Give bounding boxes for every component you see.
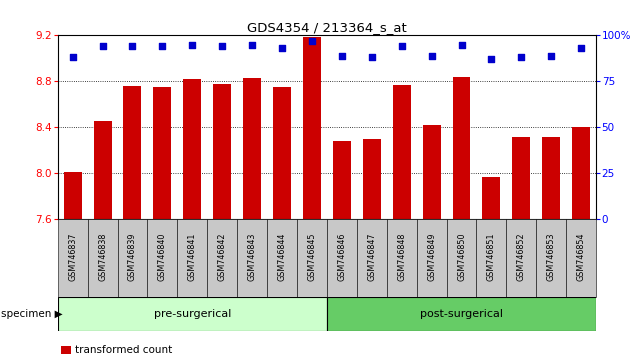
Bar [327, 297, 596, 331]
Bar [94, 120, 112, 219]
Bar [542, 137, 560, 219]
Bar [178, 219, 207, 297]
Point [487, 57, 497, 62]
Bar [273, 87, 291, 219]
Text: pre-surgerical: pre-surgerical [154, 309, 231, 319]
Bar [267, 219, 297, 297]
Point [516, 55, 526, 60]
Bar [506, 219, 537, 297]
Text: GSM746844: GSM746844 [278, 233, 287, 281]
Text: GSM746848: GSM746848 [397, 233, 406, 281]
Point [157, 44, 167, 49]
Text: GSM746849: GSM746849 [427, 233, 436, 281]
Bar [213, 84, 231, 219]
Bar [512, 137, 530, 219]
Point [546, 53, 556, 58]
Bar [483, 177, 501, 219]
Bar [63, 172, 81, 219]
Bar [183, 79, 201, 219]
Bar [537, 219, 566, 297]
Point [277, 45, 287, 51]
Point [217, 44, 228, 49]
Bar [243, 78, 261, 219]
Bar [237, 219, 267, 297]
Bar [88, 219, 117, 297]
Text: post-surgerical: post-surgerical [420, 309, 503, 319]
Title: GDS4354 / 213364_s_at: GDS4354 / 213364_s_at [247, 21, 407, 34]
Text: specimen ▶: specimen ▶ [1, 309, 62, 319]
Point [128, 44, 138, 49]
Bar [387, 219, 417, 297]
Text: GSM746837: GSM746837 [68, 233, 77, 281]
Point [367, 55, 377, 60]
Bar [422, 125, 440, 219]
Point [187, 42, 197, 47]
Point [307, 38, 317, 44]
Text: GSM746843: GSM746843 [247, 233, 256, 281]
Bar [124, 86, 142, 219]
Bar [363, 139, 381, 219]
Point [247, 42, 257, 47]
Bar [117, 219, 147, 297]
Bar [417, 219, 447, 297]
Bar [566, 219, 596, 297]
Bar [476, 219, 506, 297]
Bar [572, 127, 590, 219]
Bar [447, 219, 476, 297]
Bar [393, 85, 411, 219]
Bar [297, 219, 327, 297]
Point [67, 55, 78, 60]
Point [576, 45, 587, 51]
Bar [303, 36, 321, 219]
Bar [357, 219, 387, 297]
Point [397, 44, 407, 49]
Text: GSM746846: GSM746846 [337, 233, 346, 281]
Text: GSM746842: GSM746842 [218, 233, 227, 281]
Text: GSM746850: GSM746850 [457, 233, 466, 281]
Text: GSM746839: GSM746839 [128, 233, 137, 281]
Bar [61, 346, 71, 354]
Text: GSM746840: GSM746840 [158, 233, 167, 281]
Bar [333, 141, 351, 219]
Bar [207, 219, 237, 297]
Text: transformed count: transformed count [76, 345, 172, 354]
Text: GSM746841: GSM746841 [188, 233, 197, 281]
Point [97, 44, 108, 49]
Bar [327, 219, 357, 297]
Text: GSM746851: GSM746851 [487, 233, 496, 281]
Point [456, 42, 467, 47]
Point [337, 53, 347, 58]
Text: GSM746852: GSM746852 [517, 233, 526, 281]
Text: GSM746838: GSM746838 [98, 233, 107, 281]
Bar [58, 297, 327, 331]
Bar [147, 219, 178, 297]
Text: GSM746854: GSM746854 [577, 233, 586, 281]
Text: GSM746847: GSM746847 [367, 233, 376, 281]
Point [426, 53, 437, 58]
Text: GSM746845: GSM746845 [308, 233, 317, 281]
Bar [453, 77, 470, 219]
Bar [58, 219, 88, 297]
Bar [153, 87, 171, 219]
Text: GSM746853: GSM746853 [547, 233, 556, 281]
